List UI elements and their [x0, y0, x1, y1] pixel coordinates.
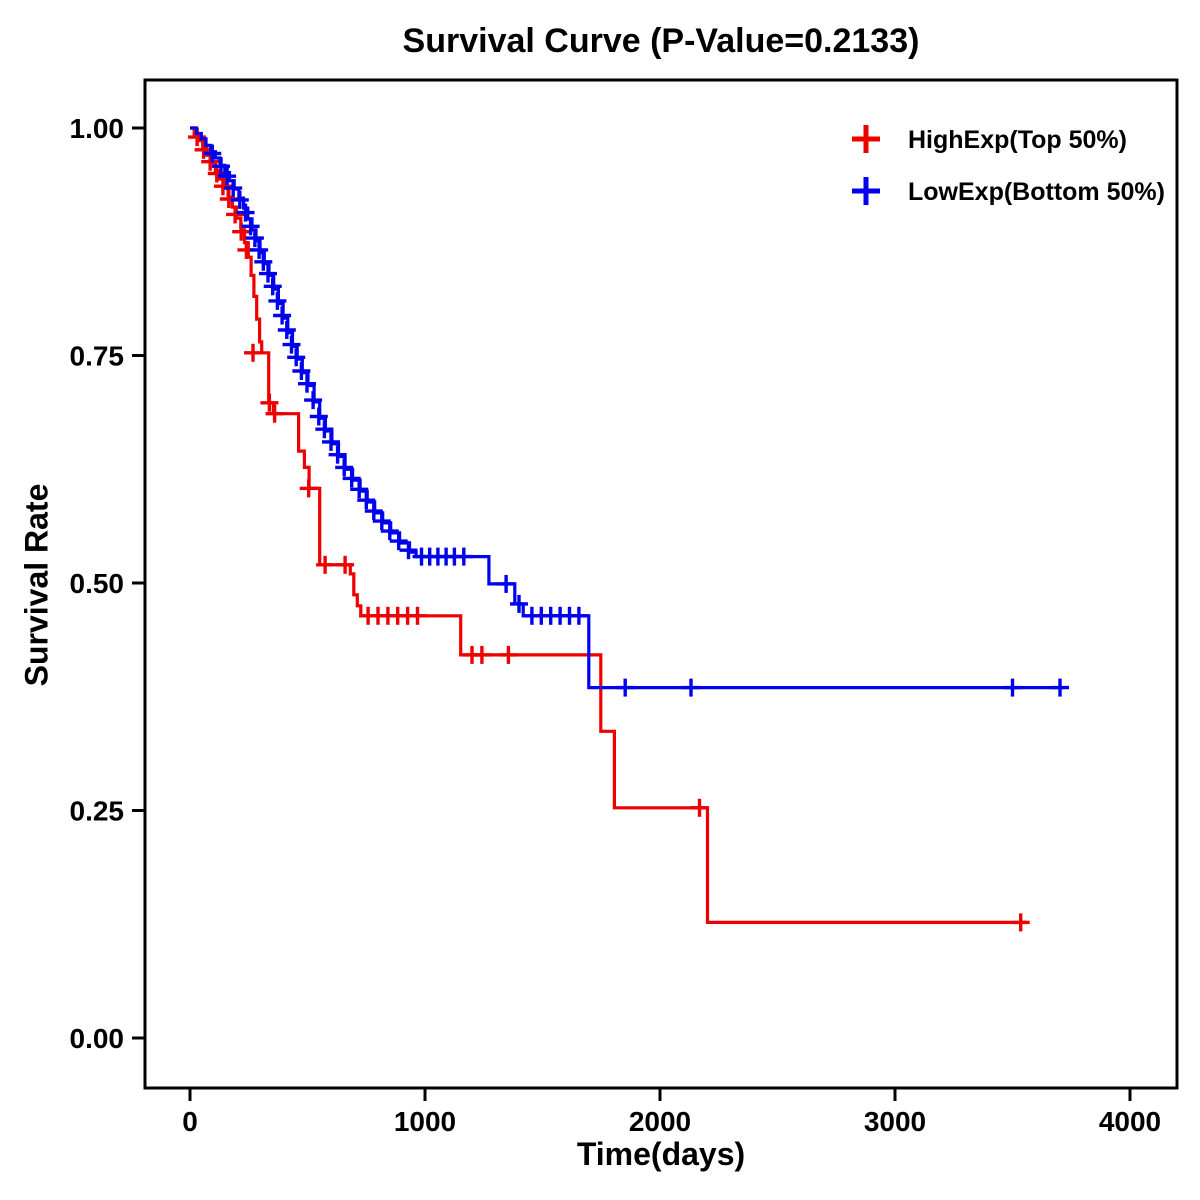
x-axis-tick-label: 3000: [864, 1106, 926, 1137]
x-axis-tick-label: 2000: [629, 1106, 691, 1137]
plot-panel-border: [143, 78, 1179, 1090]
chart-title: Survival Curve (P-Value=0.2133): [402, 22, 920, 60]
y-axis-tick-label: 0.75: [70, 341, 125, 372]
y-axis-tick-label: 0.50: [70, 568, 125, 599]
x-axis-tick-label: 1000: [394, 1106, 456, 1137]
x-axis-title: Time(days): [576, 1136, 746, 1172]
y-axis-tick-label: 1.00: [70, 113, 125, 144]
km-curve-highexp: [190, 126, 1027, 924]
legend-label: HighExp(Top 50%): [908, 126, 1127, 154]
y-axis-tick-label: 0.00: [70, 1023, 125, 1054]
x-axis-tick-label: 4000: [1099, 1106, 1161, 1137]
legend-label: LowExp(Bottom 50%): [908, 178, 1165, 206]
y-axis-tick-label: 0.25: [70, 796, 125, 827]
km-curve-lowexp: [190, 126, 1065, 690]
x-axis-tick-label: 0: [182, 1106, 198, 1137]
